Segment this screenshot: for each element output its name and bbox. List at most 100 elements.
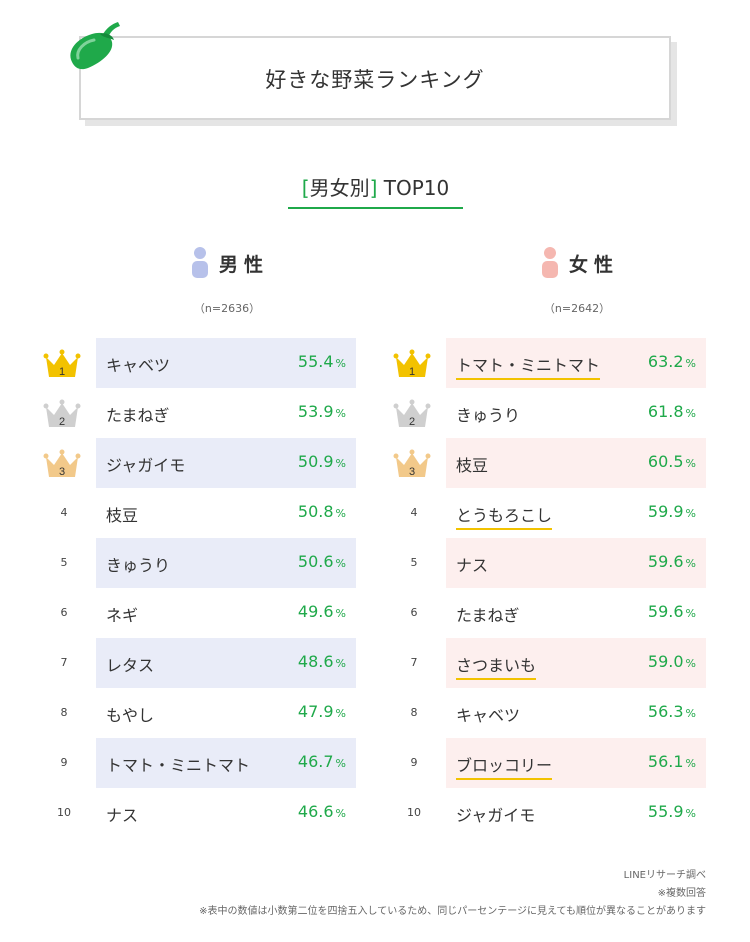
value-unit: % <box>685 607 696 620</box>
male-vegetable-value: 50.9% <box>266 452 346 471</box>
female-rank-cell: 1 <box>392 338 436 388</box>
rank-number: 6 <box>60 606 68 619</box>
female-vegetable-value: 55.9% <box>616 802 696 821</box>
female-rank-cell: 4 <box>392 488 436 538</box>
male-rank-cell: 7 <box>42 638 86 688</box>
male-rank-cell: 3 <box>42 438 86 488</box>
female-person-icon <box>542 247 558 278</box>
male-rank-row: 5 きゅうり 50.6% <box>0 538 750 588</box>
female-rank-row: 7 さつまいも 59.0% <box>0 638 750 688</box>
female-rank-cell: 7 <box>392 638 436 688</box>
female-vegetable-name: トマト・ミニトマト <box>456 352 601 380</box>
female-rank-row: 5 ナス 59.6% <box>0 538 750 588</box>
rank-number: 7 <box>410 656 418 669</box>
value-number: 60.5 <box>647 452 684 471</box>
male-vegetable-value: 53.9% <box>266 402 346 421</box>
value-unit: % <box>685 707 696 720</box>
male-vegetable-name: ナス <box>106 806 139 825</box>
value-unit: % <box>335 557 346 570</box>
female-vegetable-name: きゅうり <box>456 406 521 425</box>
female-vegetable-value: 59.6% <box>616 552 696 571</box>
bracket-open: [ <box>301 176 310 200</box>
female-vegetable-name: とうもろこし <box>456 502 553 530</box>
female-rank-cell: 2 <box>392 388 436 438</box>
female-vegetable-value: 63.2% <box>616 352 696 371</box>
value-number: 49.6 <box>297 602 334 621</box>
male-row-band <box>96 338 356 388</box>
rank-number: 1 <box>59 366 65 378</box>
value-number: 59.6 <box>647 552 684 571</box>
male-vegetable-name: 枝豆 <box>106 506 139 525</box>
rank-number: 3 <box>59 466 65 478</box>
crown-icon: 1 <box>393 349 431 378</box>
rank-number: 4 <box>60 506 68 519</box>
female-header: 女性 <box>541 244 681 280</box>
male-header: 男性 <box>191 244 331 280</box>
female-vegetable-value: 60.5% <box>616 452 696 471</box>
male-rank-cell: 9 <box>42 738 86 788</box>
female-rank-cell: 6 <box>392 588 436 638</box>
bracket-close: ] <box>369 176 378 200</box>
value-unit: % <box>685 657 696 670</box>
rank-number: 6 <box>410 606 418 619</box>
title-box: 好きな野菜ランキング <box>79 36 671 120</box>
value-unit: % <box>335 407 346 420</box>
value-unit: % <box>685 807 696 820</box>
male-vegetable-value: 55.4% <box>266 352 346 371</box>
male-rank-cell: 5 <box>42 538 86 588</box>
female-vegetable-name: さつまいも <box>456 652 537 680</box>
female-label: 女性 <box>569 254 620 276</box>
value-number: 61.8 <box>647 402 684 421</box>
female-vegetable-value: 59.0% <box>616 652 696 671</box>
value-unit: % <box>335 457 346 470</box>
female-vegetable-value: 61.8% <box>616 402 696 421</box>
female-rank-row: 1 トマト・ミニトマト 63.2% <box>0 338 750 388</box>
male-vegetable-value: 48.6% <box>266 652 346 671</box>
crown-icon: 3 <box>393 449 431 478</box>
female-rank-row: 2 きゅうり 61.8% <box>0 388 750 438</box>
male-vegetable-value: 50.8% <box>266 502 346 521</box>
female-rank-cell: 10 <box>392 788 436 838</box>
rank-number: 4 <box>410 506 418 519</box>
male-vegetable-name: もやし <box>106 706 155 725</box>
value-number: 59.0 <box>647 652 684 671</box>
female-row-band <box>446 538 706 588</box>
male-rank-cell: 8 <box>42 688 86 738</box>
eggplant-icon <box>70 22 120 70</box>
page-title: 好きな野菜ランキング <box>265 68 485 92</box>
value-unit: % <box>685 507 696 520</box>
rank-number: 5 <box>60 556 68 569</box>
value-unit: % <box>335 807 346 820</box>
female-rank-row: 3 枝豆 60.5% <box>0 438 750 488</box>
male-rank-row: 8 もやし 47.9% <box>0 688 750 738</box>
male-rank-row: 7 レタス 48.6% <box>0 638 750 688</box>
value-number: 50.8 <box>297 502 334 521</box>
rank-number: 9 <box>410 756 418 769</box>
male-rank-row: 4 枝豆 50.8% <box>0 488 750 538</box>
rank-number: 2 <box>59 416 65 428</box>
female-vegetable-name: ナス <box>456 556 489 575</box>
value-number: 63.2 <box>647 352 684 371</box>
crown-icon: 3 <box>43 449 81 478</box>
male-vegetable-name: きゅうり <box>106 556 171 575</box>
value-unit: % <box>685 757 696 770</box>
female-rank-row: 8 キャベツ 56.3% <box>0 688 750 738</box>
rank-number: 5 <box>410 556 418 569</box>
value-number: 59.6 <box>647 602 684 621</box>
value-number: 53.9 <box>297 402 334 421</box>
value-unit: % <box>335 757 346 770</box>
value-number: 50.9 <box>297 452 334 471</box>
female-rank-cell: 8 <box>392 688 436 738</box>
female-vegetable-value: 59.6% <box>616 602 696 621</box>
male-rank-row: 3 ジャガイモ 50.9% <box>0 438 750 488</box>
crown-icon: 1 <box>43 349 81 378</box>
value-number: 59.9 <box>647 502 684 521</box>
female-vegetable-value: 56.3% <box>616 702 696 721</box>
female-vegetable-name: ジャガイモ <box>456 806 536 825</box>
value-unit: % <box>335 607 346 620</box>
female-vegetable-name: たまねぎ <box>456 606 520 625</box>
male-vegetable-name: たまねぎ <box>106 406 170 425</box>
value-unit: % <box>685 557 696 570</box>
rank-number: 9 <box>60 756 68 769</box>
value-number: 46.7 <box>297 752 334 771</box>
